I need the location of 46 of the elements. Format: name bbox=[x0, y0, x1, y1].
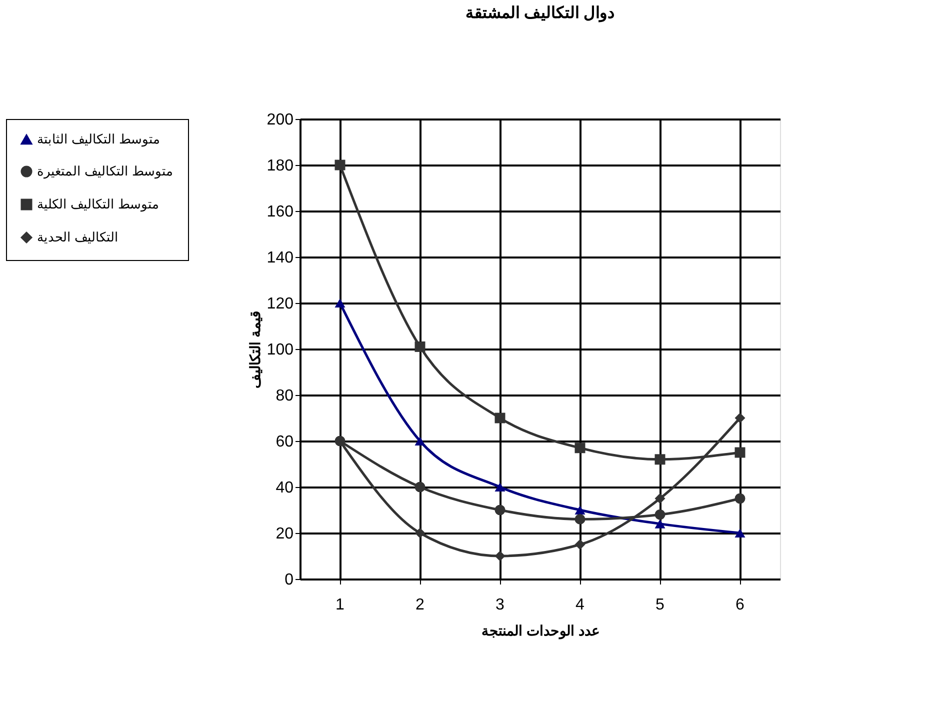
point bbox=[574, 539, 586, 550]
point bbox=[574, 442, 586, 454]
point bbox=[654, 493, 666, 504]
point bbox=[414, 482, 426, 492]
chart-title: دوال التكاليف المشتقة bbox=[466, 5, 614, 23]
y-tick-label: 120 bbox=[266, 296, 294, 312]
y-tick-label: 180 bbox=[266, 158, 294, 174]
point bbox=[494, 504, 506, 516]
point bbox=[654, 454, 666, 465]
point bbox=[654, 519, 666, 528]
point bbox=[654, 509, 666, 520]
x-tick-label: 4 bbox=[576, 596, 585, 614]
x-axis-title: عدد الوحدات المنتجة bbox=[482, 622, 600, 640]
y-axis-title: قيمة التكاليف bbox=[246, 310, 263, 388]
point bbox=[414, 436, 426, 446]
x-tick-label: 3 bbox=[496, 596, 505, 614]
point bbox=[494, 550, 506, 562]
point bbox=[734, 447, 746, 458]
legend-label: متوسط التكاليف الكلية bbox=[37, 196, 160, 212]
point bbox=[414, 341, 426, 352]
y-tick-label: 80 bbox=[276, 388, 294, 404]
y-tick-label: 40 bbox=[276, 480, 294, 496]
point bbox=[334, 298, 346, 308]
y-tick-label: 0 bbox=[284, 572, 294, 588]
point bbox=[734, 493, 746, 504]
point bbox=[574, 514, 586, 524]
x-tick-label: 1 bbox=[336, 596, 345, 614]
legend-label: متوسط التكاليف الثابتة bbox=[37, 132, 160, 148]
y-tick-label: 100 bbox=[266, 342, 294, 358]
y-tick-label: 140 bbox=[266, 250, 294, 266]
x-tick-label: 6 bbox=[736, 596, 745, 614]
y-tick-label: 200 bbox=[266, 112, 294, 128]
point bbox=[734, 412, 746, 424]
y-tick-label: 60 bbox=[276, 434, 294, 450]
point bbox=[494, 482, 506, 492]
y-tick-label: 160 bbox=[266, 204, 294, 220]
x-tick-label: 5 bbox=[656, 596, 665, 614]
legend-label: متوسط التكاليف المتغيرة bbox=[37, 164, 174, 180]
point bbox=[494, 412, 506, 424]
legend-label: التكاليف الحدية bbox=[37, 230, 119, 244]
point bbox=[334, 160, 346, 170]
point bbox=[574, 505, 586, 515]
x-tick-label: 2 bbox=[416, 596, 425, 614]
y-tick-label: 20 bbox=[276, 526, 294, 542]
point bbox=[414, 528, 426, 538]
point bbox=[734, 528, 746, 538]
